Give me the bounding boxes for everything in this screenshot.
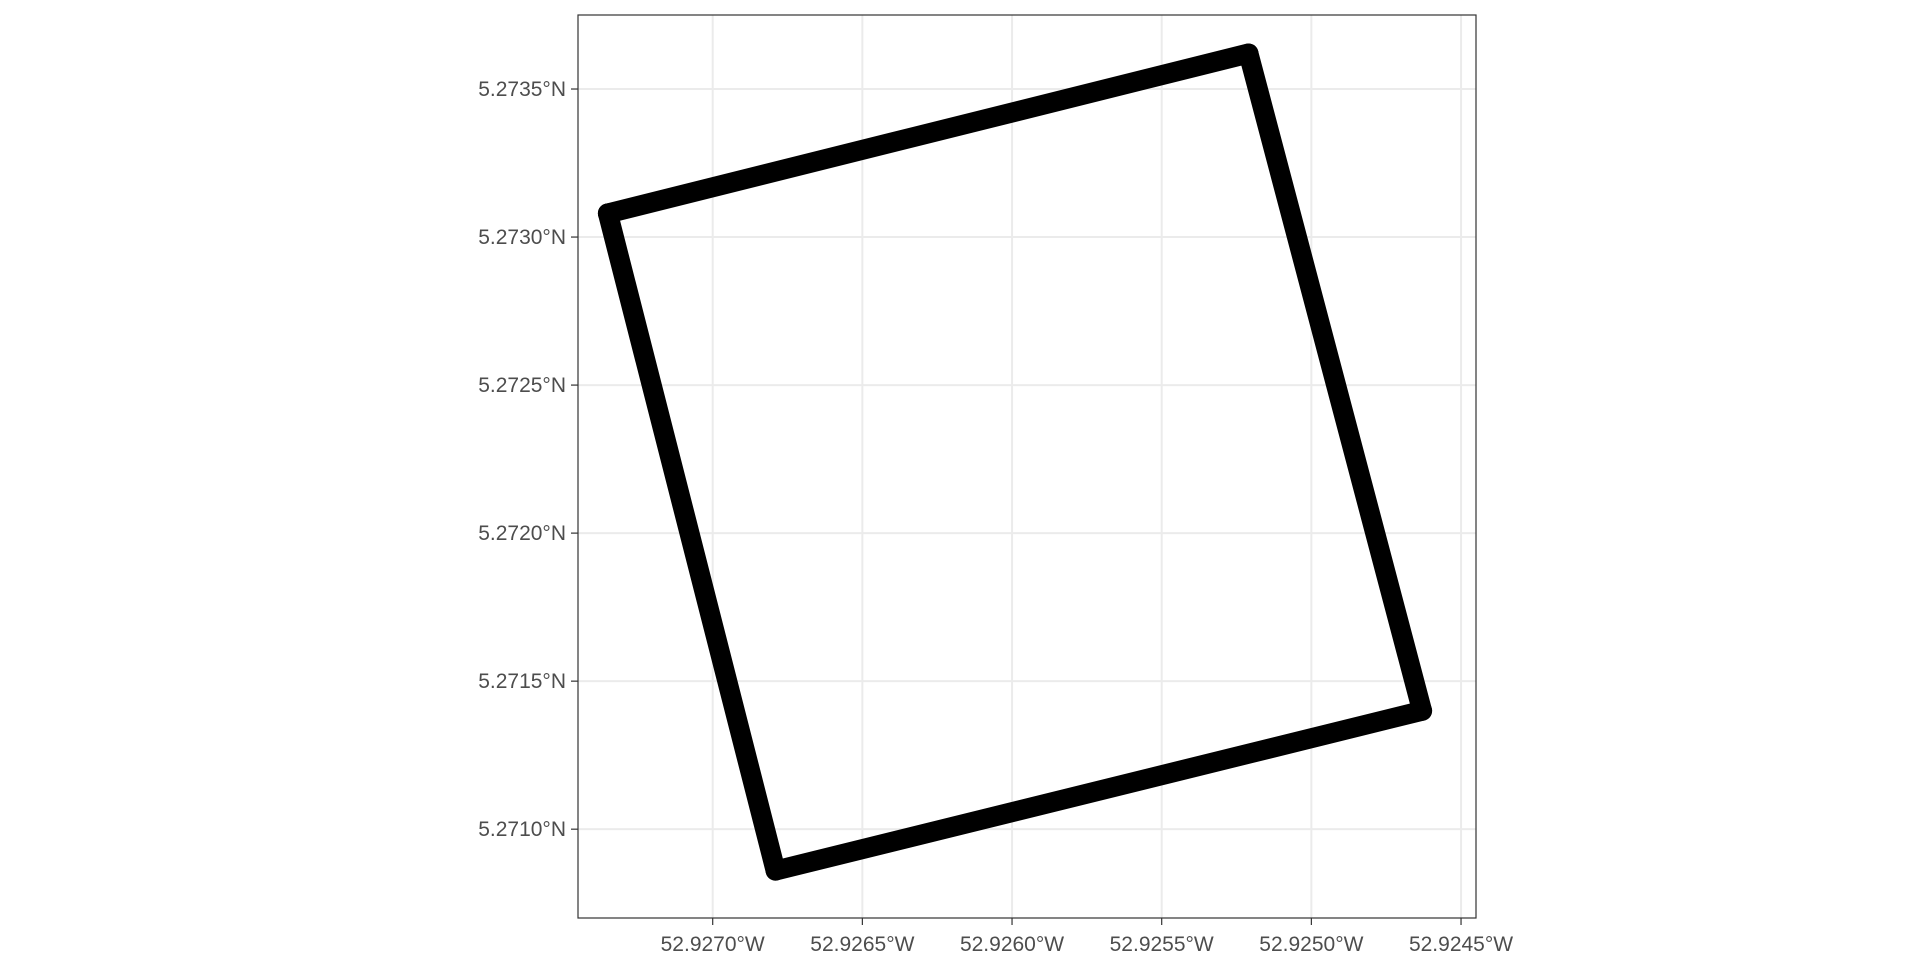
panel-background [578,15,1476,918]
y-tick-label: 5.2715°N [478,670,566,693]
y-tick-label: 5.2710°N [478,818,566,841]
x-tick-label: 52.9250°W [1259,933,1363,956]
x-tick-label: 52.9265°W [810,933,914,956]
x-tick-label: 52.9245°W [1409,933,1513,956]
vertex-point [1238,43,1259,64]
grid-lines [578,15,1476,918]
vertex-point [765,860,786,881]
x-tick-label: 52.9255°W [1110,933,1214,956]
vertex-point [1412,700,1433,721]
x-tick-label: 52.9260°W [960,933,1064,956]
vertex-point [597,203,618,224]
y-tick-label: 5.2735°N [478,78,566,101]
x-tick-label: 52.9270°W [661,933,765,956]
y-tick-label: 5.2730°N [478,226,566,249]
series-layer [597,43,1433,881]
axes: 52.9270°W 52.9265°W 52.9260°W 52.9255°W 52.9… [478,78,1513,956]
y-tick-label: 5.2725°N [478,374,566,397]
panel-border [577,14,1477,919]
y-tick-label: 5.2720°N [478,522,566,545]
